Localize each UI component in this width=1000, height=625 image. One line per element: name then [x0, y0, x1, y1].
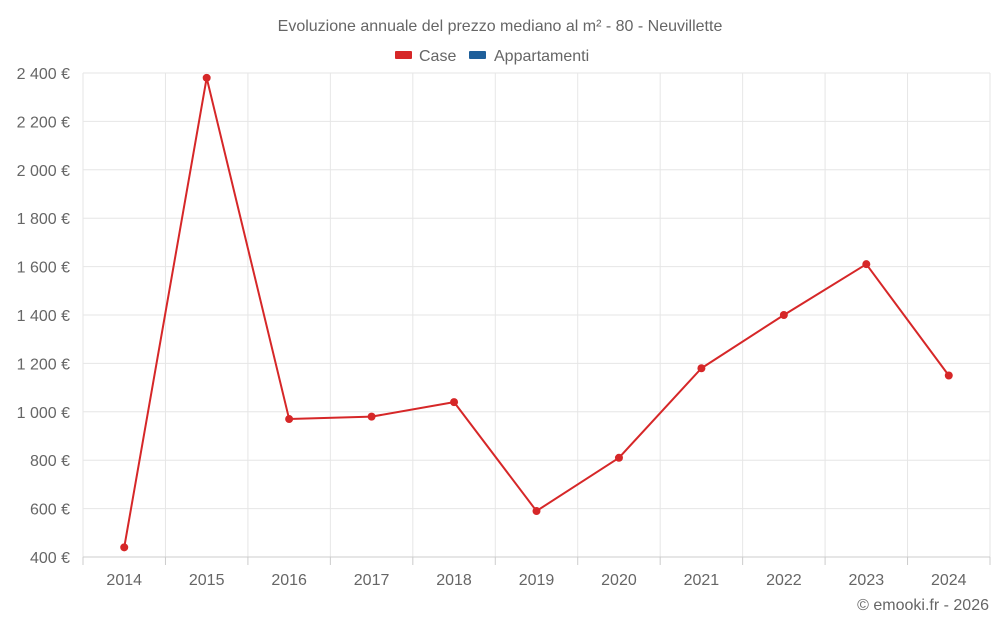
legend-swatch-case	[395, 51, 412, 59]
x-tick-label: 2020	[601, 572, 637, 589]
y-tick-label: 2 400 €	[17, 66, 70, 83]
legend-item-case[interactable]: Case	[395, 48, 456, 65]
x-tick-label: 2015	[189, 572, 225, 589]
y-tick-label: 1 600 €	[17, 260, 70, 277]
series	[120, 73, 953, 552]
y-tick-label: 1 200 €	[17, 356, 70, 373]
data-point[interactable]	[862, 260, 871, 269]
data-point[interactable]	[450, 398, 459, 407]
grid	[82, 72, 991, 557]
y-tick-label: 400 €	[30, 550, 70, 567]
y-axis: 400 € 600 € 800 € 1 000 € 1 200 € 1 400 € 1 60…	[17, 66, 70, 567]
y-tick-label: 800 €	[30, 453, 70, 470]
data-point[interactable]	[285, 415, 294, 424]
x-tick-label: 2019	[519, 572, 555, 589]
data-point[interactable]	[944, 371, 953, 380]
data-point[interactable]	[367, 412, 376, 421]
data-point[interactable]	[120, 543, 129, 552]
legend-label-case: Case	[419, 48, 456, 65]
y-tick-label: 1 800 €	[17, 211, 70, 228]
x-tick-label: 2018	[436, 572, 472, 589]
data-point[interactable]	[697, 364, 706, 373]
data-point[interactable]	[532, 507, 541, 516]
legend-swatch-appartamenti	[469, 51, 486, 59]
legend-item-appartamenti[interactable]: Appartamenti	[469, 48, 589, 65]
x-tick-label: 2016	[271, 572, 307, 589]
y-tick-label: 2 000 €	[17, 163, 70, 180]
x-tick-label: 2024	[931, 572, 967, 589]
data-point[interactable]	[202, 73, 211, 82]
y-tick-label: 1 000 €	[17, 405, 70, 422]
x-tick-label: 2021	[684, 572, 720, 589]
y-tick-label: 600 €	[30, 502, 70, 519]
x-tick-label: 2014	[106, 572, 142, 589]
x-tick-label: 2022	[766, 572, 802, 589]
x-tick-label: 2023	[849, 572, 885, 589]
x-tick-label: 2017	[354, 572, 390, 589]
x-axis: 2014 2015 2016 2017 2018 2019 2020 2021 2022 2023…	[82, 556, 991, 589]
data-point[interactable]	[614, 453, 623, 462]
chart-title: Evoluzione annuale del prezzo mediano al…	[278, 18, 723, 35]
legend-label-appartamenti: Appartamenti	[494, 48, 589, 65]
legend: Case Appartamenti	[395, 48, 589, 65]
y-tick-label: 2 200 €	[17, 114, 70, 131]
y-tick-label: 1 400 €	[17, 308, 70, 325]
data-point[interactable]	[779, 311, 788, 319]
credit: © emooki.fr - 2026	[857, 597, 989, 614]
